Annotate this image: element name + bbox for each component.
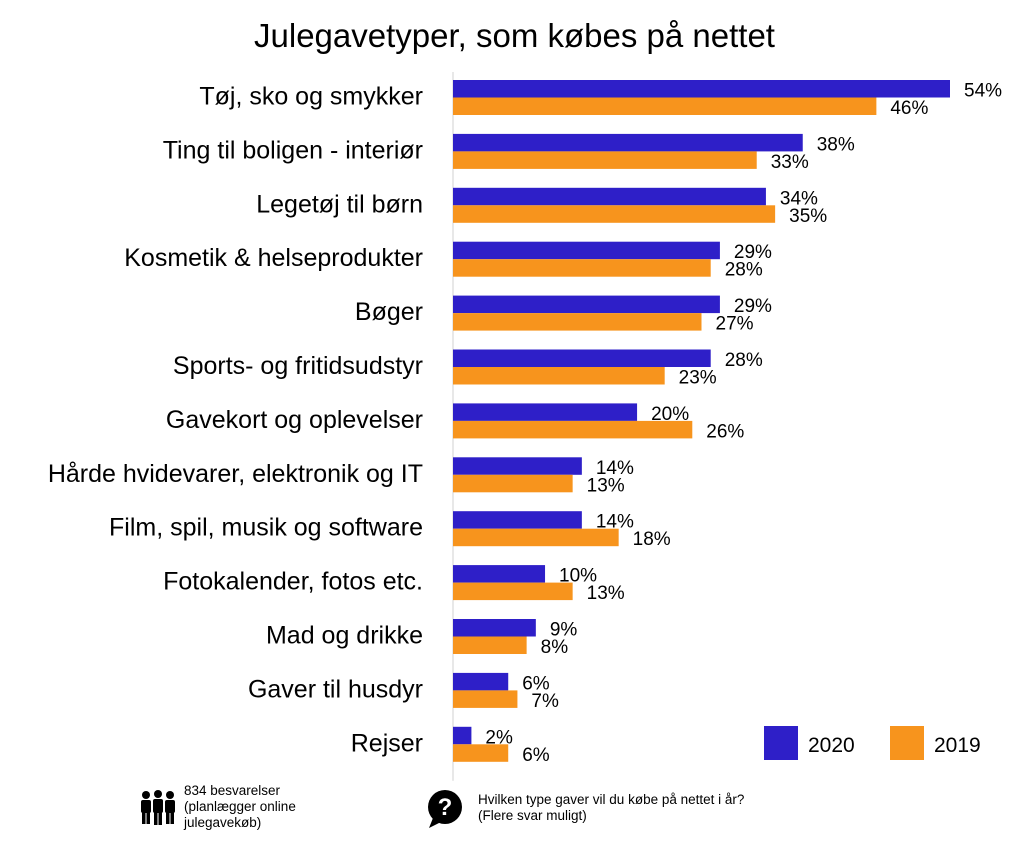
value-label-2020: 14%	[596, 458, 634, 479]
category-label: Legetøj til børn	[256, 190, 423, 218]
category-label: Film, spil, musik og software	[109, 514, 423, 542]
respondents-line-1: 834 besvarelser	[184, 783, 281, 798]
bar-2019	[453, 636, 527, 654]
value-label-2020: 28%	[725, 350, 763, 371]
value-label-2019: 6%	[522, 745, 550, 766]
value-label-2019: 28%	[725, 260, 763, 281]
value-label-2020: 29%	[734, 296, 772, 317]
value-label-2020: 38%	[817, 134, 855, 155]
value-label-2019: 23%	[679, 368, 717, 389]
value-label-2019: 8%	[541, 637, 569, 658]
svg-text:?: ?	[438, 794, 453, 821]
bar-2020	[453, 133, 803, 152]
value-label-2020: 54%	[964, 81, 1002, 102]
bar-2019	[453, 151, 757, 169]
bar-2019	[453, 259, 711, 277]
bar-2020	[453, 619, 536, 637]
bar-2019	[453, 582, 573, 601]
bar-2020	[453, 187, 766, 206]
legend-label-2020: 2020	[808, 734, 855, 757]
value-label-2020: 34%	[780, 188, 818, 209]
bar-2020	[453, 80, 950, 98]
value-label-2020: 14%	[596, 512, 634, 533]
category-label: Bøger	[355, 298, 423, 326]
legend-swatch-2020	[764, 726, 798, 760]
bar-2019	[453, 367, 665, 385]
category-label: Gavekort og oplevelser	[166, 406, 423, 434]
bar-2019	[453, 420, 693, 439]
value-label-2020: 20%	[651, 404, 689, 425]
category-label: Fotokalender, fotos etc.	[163, 568, 423, 596]
category-label: Gaver til husdyr	[248, 675, 423, 703]
value-label-2020: 9%	[550, 620, 578, 641]
bar-2019	[453, 205, 776, 223]
bar-2020	[453, 241, 720, 260]
bar-2020	[453, 511, 582, 529]
bar-2019	[453, 97, 877, 115]
category-label: Kosmetik & helseprodukter	[124, 244, 423, 272]
category-label: Tøj, sko og smykker	[199, 83, 423, 111]
respondents-note: 834 besvarelser (planlægger online juleg…	[184, 783, 296, 831]
labels-group: Tøj, sko og smykker 54% 46% Ting til bolige…	[48, 81, 1002, 766]
category-label: Mad og drikke	[266, 622, 423, 650]
bar-2020	[453, 457, 582, 475]
legend-swatch-2019	[890, 726, 924, 760]
bar-2019	[453, 690, 518, 708]
bar-2019	[453, 474, 573, 493]
bar-2019	[453, 744, 509, 762]
value-label-2019: 13%	[587, 475, 625, 496]
value-label-2019: 7%	[531, 691, 559, 712]
legend: 2020 2019	[764, 726, 981, 760]
bar-2019	[453, 313, 702, 331]
respondents-line-2: (planlægger online	[184, 799, 296, 814]
value-label-2019: 26%	[706, 421, 744, 442]
value-label-2019: 35%	[789, 206, 827, 227]
bar-2020	[453, 349, 711, 367]
value-label-2019: 13%	[587, 583, 625, 604]
question-bubble-icon: ?	[428, 790, 462, 828]
value-label-2020: 6%	[522, 673, 550, 694]
value-label-2020: 29%	[734, 242, 772, 263]
category-label: Rejser	[351, 729, 423, 757]
bar-2020	[453, 672, 509, 691]
chart-title: Julegavetyper, som købes på nettet	[254, 17, 775, 54]
question-line-2: (Flere svar muligt)	[478, 808, 587, 823]
bars-group	[453, 80, 950, 762]
value-label-2020: 2%	[485, 727, 513, 748]
category-label: Hårde hvidevarer, elektronik og IT	[48, 460, 423, 488]
bar-2020	[453, 403, 638, 421]
value-label-2019: 27%	[716, 314, 754, 335]
value-label-2019: 18%	[633, 529, 671, 550]
bar-2020	[453, 565, 546, 583]
question-line-1: Hvilken type gaver vil du købe på nettet…	[478, 792, 745, 807]
question-note: Hvilken type gaver vil du købe på nettet…	[478, 792, 744, 824]
category-label: Ting til boligen - interiør	[163, 136, 423, 164]
category-label: Sports- og fritidsudstyr	[173, 352, 423, 380]
bar-2020	[453, 295, 720, 314]
value-label-2019: 46%	[890, 98, 928, 119]
bar-2020	[453, 726, 472, 745]
bar-2019	[453, 528, 619, 547]
value-label-2020: 10%	[559, 566, 597, 587]
respondents-line-3: julegavekøb)	[184, 815, 262, 830]
value-label-2019: 33%	[771, 152, 809, 173]
legend-label-2019: 2019	[934, 734, 981, 757]
people-icon	[141, 790, 175, 825]
